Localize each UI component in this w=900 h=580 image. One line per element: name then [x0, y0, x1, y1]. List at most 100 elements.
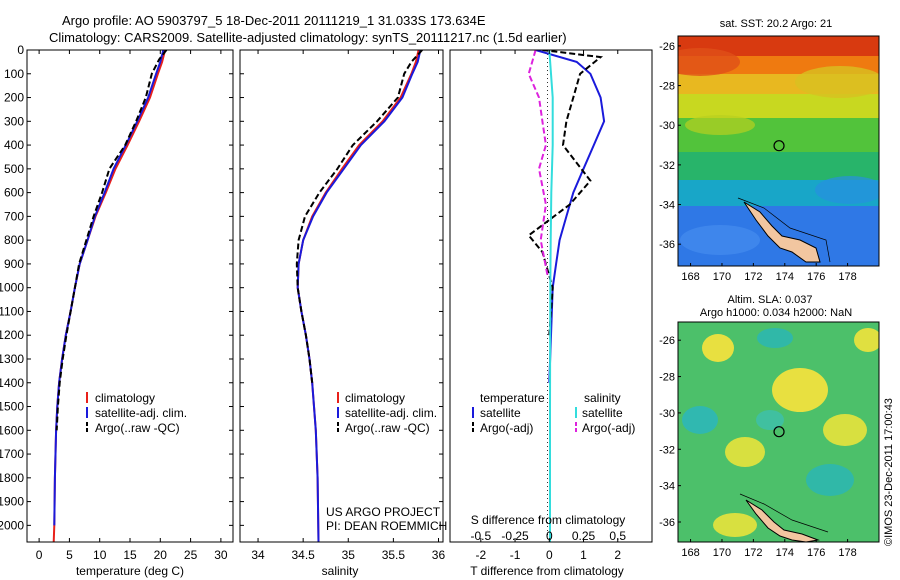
x-tick-label: 1: [580, 548, 587, 562]
temperature-series: [52, 50, 168, 542]
sst-map-frame: [677, 35, 880, 267]
y-tick-label: 700: [4, 209, 24, 223]
top-x-tick-label: 0.5: [609, 529, 626, 543]
y-tick-label: 2000: [0, 518, 24, 532]
map-y-tick-label: -28: [659, 372, 675, 384]
y-tick-label: 1800: [0, 471, 24, 485]
figure-title-line-2: Climatology: CARS2009. Satellite-adjuste…: [49, 30, 567, 45]
north-island-land: [743, 201, 821, 263]
sla-field: [678, 322, 879, 542]
top-x-tick-label: -0.25: [501, 529, 529, 543]
legend-title-salinity: salinity: [584, 391, 621, 405]
y-tick-label: 1300: [0, 352, 24, 366]
x-tick-label: 2: [614, 548, 621, 562]
legend-label-s-argo: Argo(-adj): [582, 421, 635, 435]
x-tick-label: 36: [432, 548, 446, 562]
sst-field: [678, 36, 879, 266]
temperature-panel: 0 5 10 15 20 25 30 0 100 200 300 400 500 600 700 800 90…: [0, 43, 234, 578]
project-annotation: US ARGO PROJECT: [326, 505, 441, 519]
map-y-tick-label: -36: [659, 517, 675, 529]
y-tick-label: 1900: [0, 495, 24, 509]
series-line-satellite-2: [548, 50, 554, 542]
legend-label-argo: Argo(..raw -QC): [95, 421, 180, 435]
map-x-tick-label: 170: [713, 271, 731, 283]
x-tick-label: 0: [546, 548, 553, 562]
y-tick-label: 1600: [0, 423, 24, 437]
salinity-series: [295, 50, 423, 542]
x-tick-label: 20: [154, 548, 168, 562]
legend-label-argo: Argo(..raw -QC): [345, 421, 430, 435]
top-x-tick-label: 0: [546, 529, 553, 543]
x-tick-label: 15: [123, 548, 137, 562]
map-y-tick-label: -28: [659, 81, 675, 93]
series-line-satellite-adj-clim--1: [296, 50, 422, 542]
y-tick-label: 1000: [0, 281, 24, 295]
y-tick-label: 200: [4, 91, 24, 105]
map-x-tick-label: 178: [838, 271, 856, 283]
figure-title-line-1: Argo profile: AO 5903797_5 18-Dec-2011 2…: [62, 13, 486, 28]
y-tick-label: 800: [4, 233, 24, 247]
x-tick-label: 10: [93, 548, 107, 562]
difference-panel: -2 -1 0 1 2 -0.5 -0.25 0 0.25 0.5 T difference f…: [449, 49, 653, 578]
x-tick-label: 0: [36, 548, 43, 562]
sst-map-title: sat. SST: 20.2 Argo: 21: [720, 18, 833, 30]
y-tick-label: 500: [4, 162, 24, 176]
map-x-tick-label: 174: [776, 547, 794, 559]
legend-title-temperature: temperature: [480, 391, 545, 405]
imos-credit: ©IMOS 23-Dec-2011 17:00:43: [883, 398, 895, 546]
sla-map-panel: Altim. SLA: 0.037 Argo h1000: 0.034 h200…: [659, 294, 880, 559]
x-tick-label: 30: [214, 548, 228, 562]
legend-label-s-satellite: satellite: [582, 406, 623, 420]
x-tick-label: 35.5: [382, 548, 406, 562]
temperature-legend: climatology satellite-adj. clim. Argo(..…: [86, 391, 187, 435]
x-tick-label: 34.5: [291, 548, 315, 562]
map-x-tick-label: 168: [681, 547, 699, 559]
shelf-contour: [737, 197, 831, 263]
salinity-legend: climatology satellite-adj. clim. Argo(..…: [337, 391, 437, 435]
map-y-tick-label: -26: [659, 335, 675, 347]
series-line-argo-adj--1: [527, 50, 604, 336]
legend-label-satellite: satellite-adj. clim.: [345, 406, 437, 420]
series-line-satellite-adj-clim--1: [53, 50, 165, 526]
series-line-argo-raw-qc--2: [295, 50, 423, 383]
temperature-axes-frame: [26, 49, 234, 543]
y-tick-label: 1200: [0, 328, 24, 342]
difference-top-xlabel: S difference from climatology: [471, 513, 626, 527]
sla-map-subtitle: Argo h1000: 0.034 h2000: NaN: [700, 307, 852, 319]
difference-series: [527, 50, 606, 542]
map-x-tick-label: 172: [744, 547, 762, 559]
legend-label-satellite: satellite-adj. clim.: [95, 406, 187, 420]
map-y-tick-label: -32: [659, 160, 675, 172]
x-tick-label: 35: [342, 548, 356, 562]
sla-map-title: Altim. SLA: 0.037: [728, 294, 813, 306]
y-tick-label: 1500: [0, 400, 24, 414]
difference-axes-frame: [449, 49, 653, 543]
shelf-contour: [739, 493, 829, 533]
legend-label-climatology: climatology: [95, 391, 155, 405]
map-x-tick-label: 178: [838, 547, 856, 559]
map-x-tick-label: 176: [807, 271, 825, 283]
salinity-panel: 34 34.5 35 35.5 36 salinity climatology sate…: [239, 49, 447, 578]
x-tick-label: 25: [184, 548, 198, 562]
map-x-tick-label: 168: [681, 271, 699, 283]
series-line-argo-raw-qc--2: [55, 50, 168, 431]
map-x-tick-label: 172: [744, 271, 762, 283]
salinity-xlabel: salinity: [322, 564, 359, 578]
map-x-tick-label: 174: [776, 271, 794, 283]
map-y-tick-label: -30: [659, 120, 675, 132]
argo-float-marker-sst: [773, 140, 785, 152]
x-tick-label: -2: [475, 548, 486, 562]
legend-label-t-argo: Argo(-adj): [480, 421, 533, 435]
temperature-xlabel: temperature (deg C): [76, 564, 184, 578]
y-tick-label: 400: [4, 138, 24, 152]
sla-map-frame: [677, 321, 880, 543]
x-tick-label: -1: [510, 548, 521, 562]
map-y-tick-label: -30: [659, 408, 675, 420]
map-y-tick-label: -34: [659, 200, 675, 212]
series-line-climatology-0: [296, 50, 420, 542]
series-line-climatology-0: [52, 50, 167, 542]
pi-annotation: PI: DEAN ROEMMICH: [326, 519, 447, 533]
top-x-tick-label: -0.5: [470, 529, 491, 543]
y-tick-label: 600: [4, 186, 24, 200]
